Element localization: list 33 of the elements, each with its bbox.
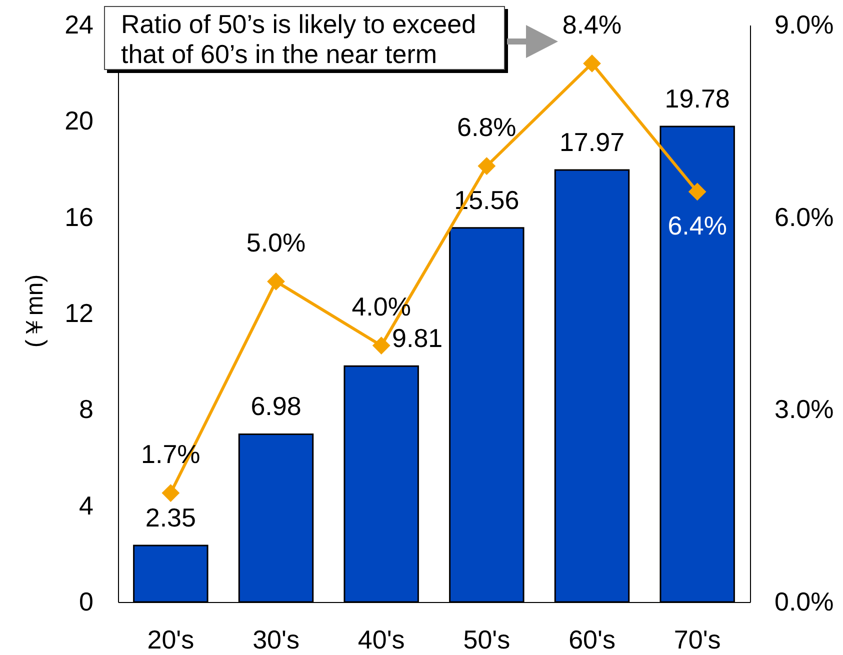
point	[162, 484, 180, 502]
point	[583, 54, 601, 72]
data-label: 9.81	[392, 323, 443, 354]
y-tick-label: 24	[64, 10, 94, 40]
data-label: 6.4%	[668, 210, 727, 241]
x-tick-label: 30's	[252, 624, 300, 654]
y-tick-label: 12	[64, 298, 94, 328]
y2-tick-label: 6.0%	[774, 202, 834, 232]
y-tick-label: 8	[79, 394, 94, 424]
x-tick-label: 20's	[147, 624, 194, 654]
point	[372, 336, 390, 354]
x-tick-label: 40's	[358, 624, 405, 654]
y-tick-label: 0	[79, 586, 94, 616]
data-label: 5.0%	[246, 227, 306, 258]
point	[267, 272, 285, 290]
data-label: 6.8%	[457, 112, 516, 142]
y2-tick-label: 9.0%	[774, 10, 834, 40]
y2-tick-label: 3.0%	[774, 394, 834, 424]
data-label: 8.4%	[562, 9, 622, 40]
data-label: 19.78	[664, 83, 730, 114]
data-label: 6.98	[250, 391, 302, 422]
y-tick-label: 4	[79, 490, 94, 520]
point	[688, 182, 706, 201]
point	[478, 157, 496, 175]
data-label: 2.35	[145, 502, 196, 532]
y-tick-label: 20	[64, 106, 94, 136]
x-tick-label: 70's	[674, 624, 721, 654]
x-tick-label: 60's	[568, 624, 616, 654]
y2-tick-label: 0.0%	[774, 586, 834, 616]
x-tick-label: 50's	[463, 624, 510, 654]
y-axis-title: (￥mn)	[22, 274, 48, 348]
data-label: 17.97	[559, 126, 625, 157]
y-tick-label: 16	[64, 202, 94, 232]
